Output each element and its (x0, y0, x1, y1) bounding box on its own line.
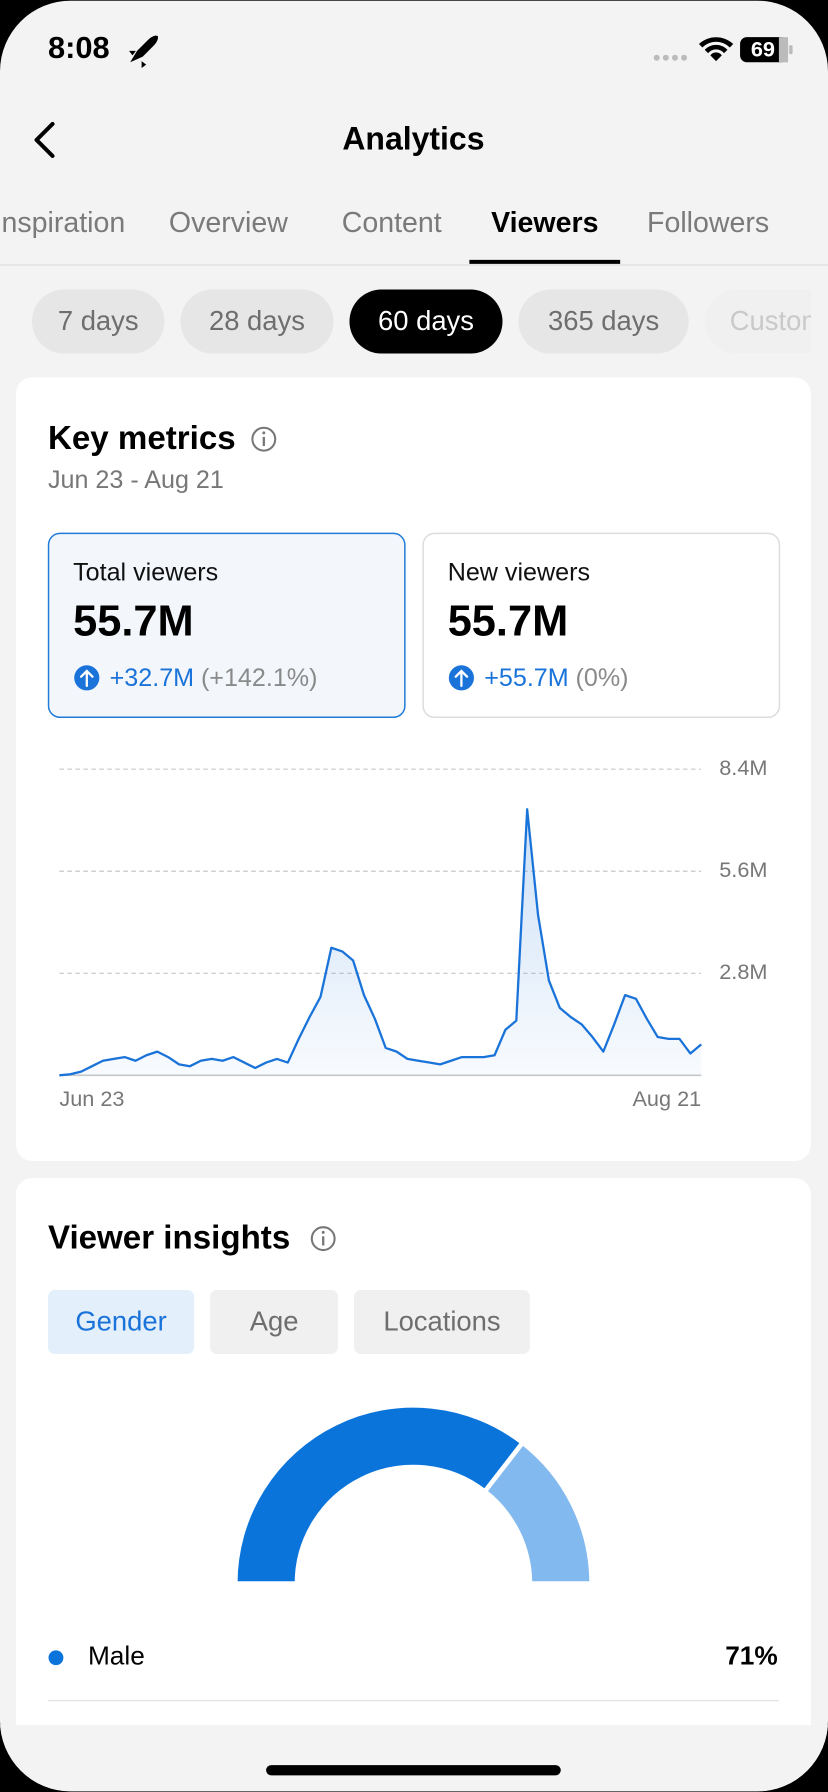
date-range: Jun 23 - Aug 21 (48, 466, 224, 494)
info-icon-dot (321, 1230, 325, 1234)
donut-segment (232, 1403, 526, 1586)
period-chip[interactable] (349, 289, 503, 354)
line (59, 808, 702, 1077)
up-arrow (79, 669, 94, 688)
donut-segment (481, 1439, 594, 1586)
metric-change-percent: (+142.1%) (201, 664, 318, 692)
metric-change: +55.7M (0%) (484, 664, 628, 692)
insight-tab-label: Gender (75, 1305, 166, 1336)
metric-change-percent: (0%) (576, 664, 629, 692)
up-arrow (454, 669, 469, 688)
insight-tab[interactable] (210, 1290, 339, 1354)
legend-divider (47, 1700, 779, 1702)
metric-label: Total viewers (73, 559, 218, 587)
y-tick-label: 8.4M (719, 755, 767, 780)
info-icon[interactable] (251, 426, 277, 452)
period-label: 28 days (209, 305, 305, 336)
period-chip[interactable] (518, 289, 689, 354)
area (59, 809, 702, 1076)
metric-value: 55.7M (448, 598, 569, 646)
info-icon-dot (262, 431, 266, 435)
tab[interactable]: Followers (647, 207, 769, 239)
insight-tab[interactable] (354, 1290, 530, 1354)
insight-tab-label: Locations (383, 1305, 500, 1336)
metric-box[interactable] (47, 532, 406, 719)
metric-box[interactable] (422, 532, 781, 719)
battery-empty (778, 37, 789, 63)
insight-tab[interactable] (47, 1290, 195, 1354)
card-title: Viewer insights (48, 1220, 290, 1257)
bottom-bar (0, 1725, 828, 1792)
battery-level: 69 (751, 37, 775, 62)
signal-dot (681, 54, 688, 61)
legend-dot (48, 1650, 64, 1666)
signal-dot (671, 54, 678, 61)
period-chip[interactable] (180, 289, 334, 354)
period-chips: 7 days 28 days 60 days 365 days Custom (31, 289, 828, 354)
tab-divider (0, 264, 828, 266)
status-time: 8:08 (48, 30, 110, 65)
insight-tab-label: Age (250, 1305, 299, 1336)
y-tick-label: 5.6M (719, 857, 767, 882)
period-label: 365 days (548, 305, 659, 336)
metric-change-value: +55.7M (484, 664, 568, 692)
period-label: 7 days (58, 305, 139, 336)
signal-dot (653, 54, 660, 61)
card-title: Key metrics (48, 420, 236, 457)
signal-dot (662, 54, 669, 61)
info-icon-bar (322, 1236, 325, 1246)
legend-label: Male (88, 1641, 145, 1671)
x-tick-label: Jun 23 (59, 1086, 124, 1111)
info-icon[interactable] (310, 1226, 336, 1252)
home-indicator (266, 1765, 561, 1776)
metric-change-value: +32.7M (110, 664, 194, 692)
page-title: Analytics (342, 121, 484, 157)
tab[interactable]: Inspiration (0, 207, 125, 239)
metric-label: New viewers (448, 559, 590, 587)
info-icon-bar (262, 436, 265, 447)
wifi-icon (698, 37, 734, 62)
x-tick-label: Aug 21 (632, 1086, 701, 1111)
tab[interactable]: Viewers (491, 207, 598, 239)
battery-cap (789, 45, 793, 55)
period-label: 60 days (378, 305, 474, 336)
tab[interactable]: Overview (169, 207, 288, 239)
tab-underline (469, 259, 621, 264)
metric-value: 55.7M (73, 598, 194, 646)
y-tick-label: 2.8M (719, 959, 767, 984)
back-button[interactable] (34, 121, 55, 158)
battery (740, 37, 789, 63)
period-chip[interactable] (704, 289, 828, 354)
metric-change: +32.7M (+142.1%) (110, 664, 318, 692)
legend-value: 71% (725, 1641, 778, 1671)
period-label: Custom (730, 305, 824, 336)
tab[interactable]: Content (342, 207, 442, 239)
period-chip[interactable] (31, 289, 165, 354)
rocket-icon (129, 35, 159, 68)
